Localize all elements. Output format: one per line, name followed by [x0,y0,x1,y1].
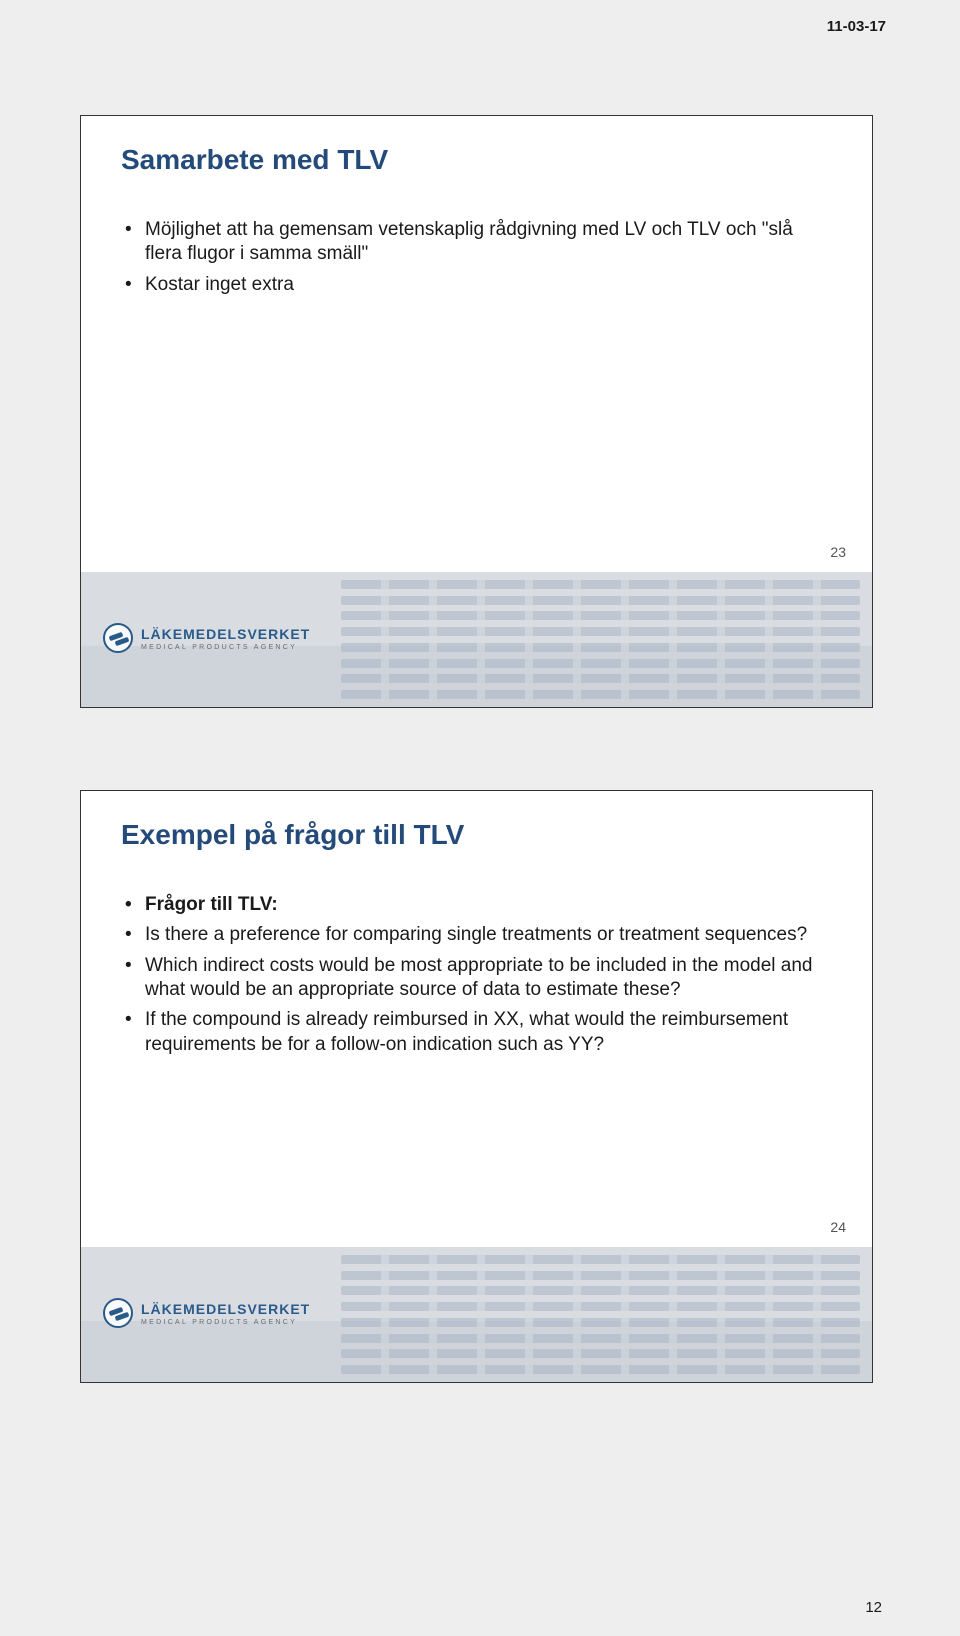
page-number: 12 [865,1599,882,1616]
slide-number: 23 [830,544,846,560]
bullet-list: Möjlighet att ha gemensam vetenskaplig r… [121,218,832,297]
header-date: 11-03-17 [827,18,886,35]
logo-icon [103,623,133,653]
bullet-item: Kostar inget extra [121,273,832,297]
slide-title: Samarbete med TLV [121,144,832,176]
bullet-item: Möjlighet att ha gemensam vetenskaplig r… [121,218,832,267]
slide-24: Exempel på frågor till TLV Frågor till T… [80,790,873,1383]
bullet-item: If the compound is already reimbursed in… [121,1008,832,1057]
slide-content: Exempel på frågor till TLV Frågor till T… [81,791,872,1057]
footer-band: LÄKEMEDELSVERKET MEDICAL PRODUCTS AGENCY [81,1247,872,1382]
slide-title: Exempel på frågor till TLV [121,819,832,851]
logo-text: LÄKEMEDELSVERKET MEDICAL PRODUCTS AGENCY [141,1301,310,1326]
slide-23: Samarbete med TLV Möjlighet att ha gemen… [80,115,873,708]
footer-band: LÄKEMEDELSVERKET MEDICAL PRODUCTS AGENCY [81,572,872,707]
logo-main-text: LÄKEMEDELSVERKET [141,626,310,642]
logo-sub-text: MEDICAL PRODUCTS AGENCY [141,1319,310,1326]
slide-number: 24 [830,1219,846,1235]
band-decorative-lines [341,580,860,699]
agency-logo: LÄKEMEDELSVERKET MEDICAL PRODUCTS AGENCY [103,1289,323,1337]
bullet-list: Frågor till TLV: Is there a preference f… [121,893,832,1057]
slide-content: Samarbete med TLV Möjlighet att ha gemen… [81,116,872,297]
bullet-item: Frågor till TLV: [121,893,832,917]
bullet-item: Is there a preference for comparing sing… [121,923,832,947]
logo-text: LÄKEMEDELSVERKET MEDICAL PRODUCTS AGENCY [141,626,310,651]
band-decorative-lines [341,1255,860,1374]
agency-logo: LÄKEMEDELSVERKET MEDICAL PRODUCTS AGENCY [103,614,323,662]
logo-main-text: LÄKEMEDELSVERKET [141,1301,310,1317]
bullet-item: Which indirect costs would be most appro… [121,954,832,1003]
logo-sub-text: MEDICAL PRODUCTS AGENCY [141,644,310,651]
logo-icon [103,1298,133,1328]
